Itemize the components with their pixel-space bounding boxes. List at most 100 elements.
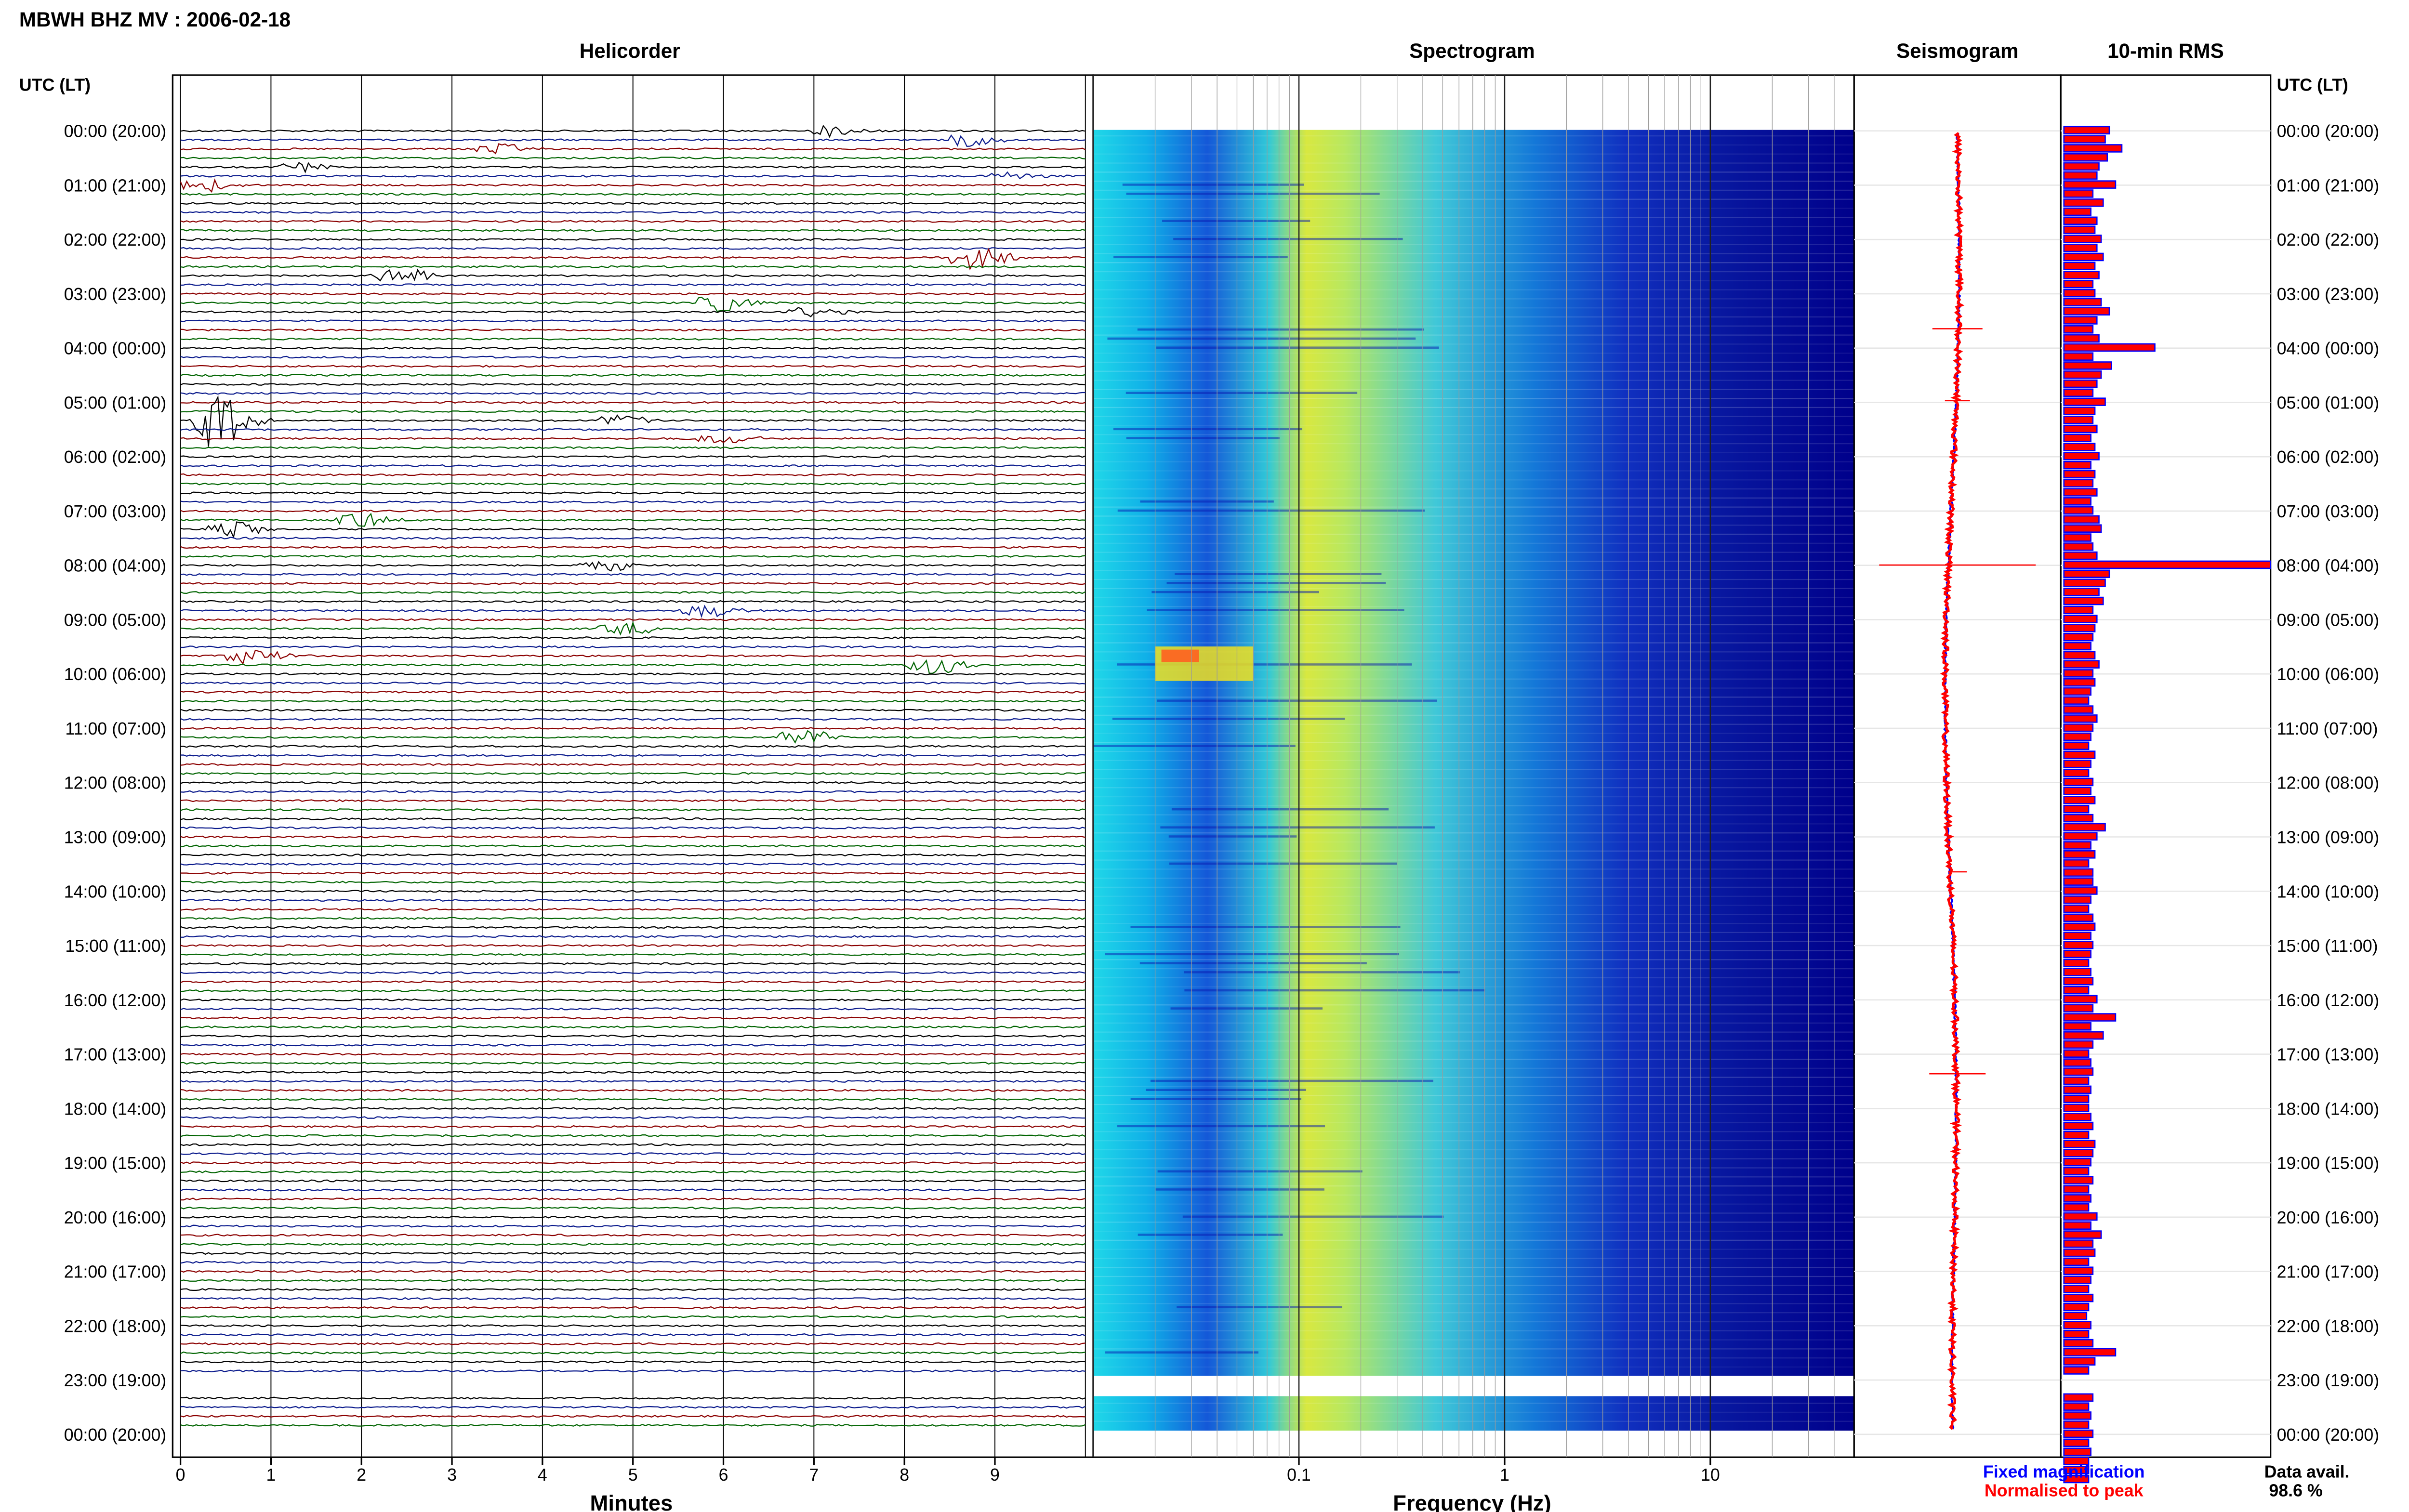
helicorder-trace	[180, 319, 1085, 323]
helicorder-trace	[180, 1207, 1086, 1210]
helicorder-trace	[180, 125, 1086, 138]
helicorder-trace	[180, 926, 1085, 929]
rms-bar	[2063, 1140, 2096, 1148]
rms-bar	[2063, 1266, 2094, 1275]
spectrogram-x-tick-label: 0.1	[1287, 1465, 1311, 1485]
helicorder-trace	[180, 355, 1086, 359]
helicorder-trace	[180, 709, 1086, 712]
spectrogram-row-texture	[1093, 1131, 1854, 1132]
spectrogram-row-texture	[1093, 977, 1854, 979]
rms-bar	[2063, 660, 2100, 669]
rms-bar	[2063, 569, 2110, 578]
spectrogram-row-texture	[1093, 497, 1854, 499]
rms-bar	[2063, 768, 2090, 777]
helicorder-trace	[180, 1215, 1085, 1219]
helicorder-trace	[180, 1306, 1085, 1309]
spectrogram-row-texture	[1093, 959, 1854, 960]
helicorder-trace	[180, 1034, 1086, 1038]
spectrogram-row-texture	[1093, 986, 1854, 987]
helicorder-trace	[180, 283, 1085, 287]
spectrogram-row-texture	[1117, 1125, 1325, 1128]
time-label-left: 00:00 (20:00)	[64, 122, 167, 141]
spectrogram-title: Spectrogram	[1409, 39, 1535, 62]
spectrogram-row-texture	[1093, 895, 1854, 897]
spectrogram-row-texture	[1093, 1267, 1854, 1268]
helicorder-trace	[180, 435, 1085, 444]
helicorder-trace	[180, 1224, 1086, 1228]
helicorder-trace	[180, 681, 1085, 684]
helicorder-trace	[180, 871, 1085, 875]
helicorder-trace	[180, 690, 1086, 694]
rms-bar	[2063, 470, 2096, 479]
spectrogram-row-texture	[1093, 1022, 1854, 1024]
spectrogram-row-texture	[1138, 1234, 1283, 1236]
helicorder-trace	[180, 826, 1086, 829]
helicorder-trace	[180, 881, 1086, 884]
helicorder-trace	[180, 1415, 1085, 1418]
time-label-right: 10:00 (06:00)	[2277, 665, 2380, 684]
helicorder-trace	[180, 573, 1085, 576]
helicorder-trace	[180, 171, 1085, 180]
rms-bar	[2063, 225, 2096, 234]
spectrogram-row-texture	[1093, 941, 1854, 942]
spectrogram-row-texture	[1093, 1067, 1854, 1069]
spectrogram-row-texture	[1093, 678, 1854, 680]
helicorder-trace	[180, 772, 1085, 776]
helicorder-trace	[180, 989, 1085, 993]
time-label-left: 02:00 (22:00)	[64, 230, 167, 250]
helicorder-trace	[180, 1342, 1085, 1345]
rms-bar	[2063, 714, 2098, 723]
rms-bar	[2063, 1465, 2090, 1474]
helicorder-trace	[180, 953, 1085, 956]
spectrogram-row-texture	[1093, 832, 1854, 834]
rms-bar	[2063, 1357, 2096, 1366]
spectrogram-row-texture	[1093, 1222, 1854, 1223]
helicorder-trace	[180, 1161, 1086, 1164]
rms-bar	[2063, 1330, 2090, 1339]
helicorder-trace	[180, 1062, 1085, 1065]
helicorder-trace	[180, 621, 1086, 636]
helicorder-trace	[180, 1406, 1086, 1409]
rms-bar	[2063, 1004, 2094, 1013]
helicorder-trace	[180, 555, 1085, 558]
rms-bar	[2063, 298, 2102, 307]
time-label-left: 09:00 (05:00)	[64, 610, 167, 630]
helicorder-trace	[180, 491, 1086, 495]
helicorder-x-tick-label: 5	[628, 1465, 638, 1485]
rms-bar	[2063, 588, 2100, 596]
spectrogram-row-texture	[1093, 353, 1854, 354]
spectrogram-row-texture	[1162, 220, 1310, 222]
spectrogram-row-texture	[1093, 597, 1854, 598]
helicorder-trace	[180, 382, 1085, 386]
helicorder-trace	[180, 699, 1086, 703]
helicorder-trace	[180, 998, 1086, 1001]
rms-bar	[2063, 388, 2094, 397]
rms-bar	[2063, 307, 2110, 316]
spectrogram-row-texture	[1093, 905, 1854, 906]
time-label-right: 04:00 (00:00)	[2277, 339, 2380, 358]
rms-bar	[2063, 904, 2090, 913]
rms-bar	[2063, 479, 2094, 488]
rms-bar	[2063, 271, 2100, 279]
spectrogram-row-texture	[1093, 416, 1854, 417]
rms-bar	[2063, 1058, 2091, 1067]
spectrogram-row-texture	[1093, 651, 1854, 653]
helicorder-trace	[180, 591, 1086, 594]
rms-bar	[2063, 1221, 2091, 1230]
rms-bar	[2063, 1285, 2090, 1293]
rms-bar	[2063, 1447, 2091, 1456]
time-label-right: 21:00 (17:00)	[2277, 1262, 2380, 1282]
helicorder-trace	[180, 473, 1085, 476]
rms-bar	[2063, 1321, 2091, 1329]
time-label-right: 22:00 (18:00)	[2277, 1316, 2380, 1336]
time-label-right: 06:00 (02:00)	[2277, 447, 2380, 467]
rms-bar	[2063, 126, 2110, 135]
helicorder-trace	[180, 790, 1085, 793]
helicorder-x-tick-label: 4	[538, 1465, 547, 1485]
rms-bar	[2063, 705, 2094, 714]
helicorder-trace	[180, 1243, 1086, 1246]
spectrogram-row-texture	[1170, 1007, 1323, 1010]
helicorder-trace	[180, 220, 1086, 223]
spectrogram-row-texture	[1093, 1104, 1854, 1105]
